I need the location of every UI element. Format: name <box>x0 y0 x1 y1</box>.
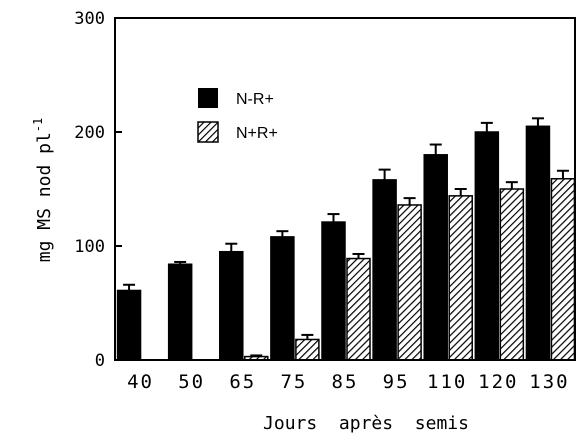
bar-n-r-plus <box>525 125 551 361</box>
y-axis-title-superscript: -1 <box>31 118 45 132</box>
y-tick-label: 300 <box>74 9 105 29</box>
bar-n-r-plus <box>321 221 346 361</box>
legend-swatch-hatched <box>197 121 219 143</box>
x-tick-label: 75 <box>280 371 307 393</box>
bar-n-r-plus <box>167 263 193 361</box>
legend-label-n-r-plus: N-R+ <box>236 91 274 108</box>
x-tick-label: 85 <box>332 371 359 393</box>
bar-n-r-plus <box>270 236 295 361</box>
bar-n-r-plus <box>372 179 397 361</box>
legend-label-n-plus-r-plus: N+R+ <box>236 125 278 142</box>
x-tick-label: 95 <box>383 371 410 393</box>
y-axis-title-main: mg MS nod pl <box>34 132 55 262</box>
x-tick-label: 65 <box>229 371 256 393</box>
y-tick-label: 0 <box>95 351 105 371</box>
bar-n-r-plus <box>116 289 142 361</box>
plot-frame <box>114 17 576 361</box>
legend: N-R+ N+R+ <box>197 88 278 143</box>
y-tick-label: 200 <box>74 123 105 143</box>
bar-n-plus-r-plus <box>346 257 371 361</box>
bar-n-plus-r-plus <box>550 177 576 361</box>
bar-n-r-plus <box>474 131 500 361</box>
bar-n-plus-r-plus <box>448 195 473 361</box>
x-axis-title: Jours après semis <box>263 413 469 434</box>
x-tick-label: 110 <box>427 371 467 393</box>
x-tick-label: 130 <box>529 371 569 393</box>
bar-n-plus-r-plus <box>295 338 320 361</box>
x-tick-label: 40 <box>127 371 154 393</box>
x-tick-label: 120 <box>478 371 518 393</box>
legend-swatch-solid <box>198 88 218 108</box>
bar-n-r-plus <box>423 154 448 361</box>
y-axis-title: mg MS nod pl-1 <box>31 118 55 263</box>
bar-n-plus-r-plus <box>499 188 525 361</box>
bar-n-plus-r-plus <box>397 204 422 361</box>
y-tick-label: 100 <box>74 237 105 257</box>
x-tick-label: 50 <box>178 371 205 393</box>
bar-n-r-plus <box>219 250 244 361</box>
